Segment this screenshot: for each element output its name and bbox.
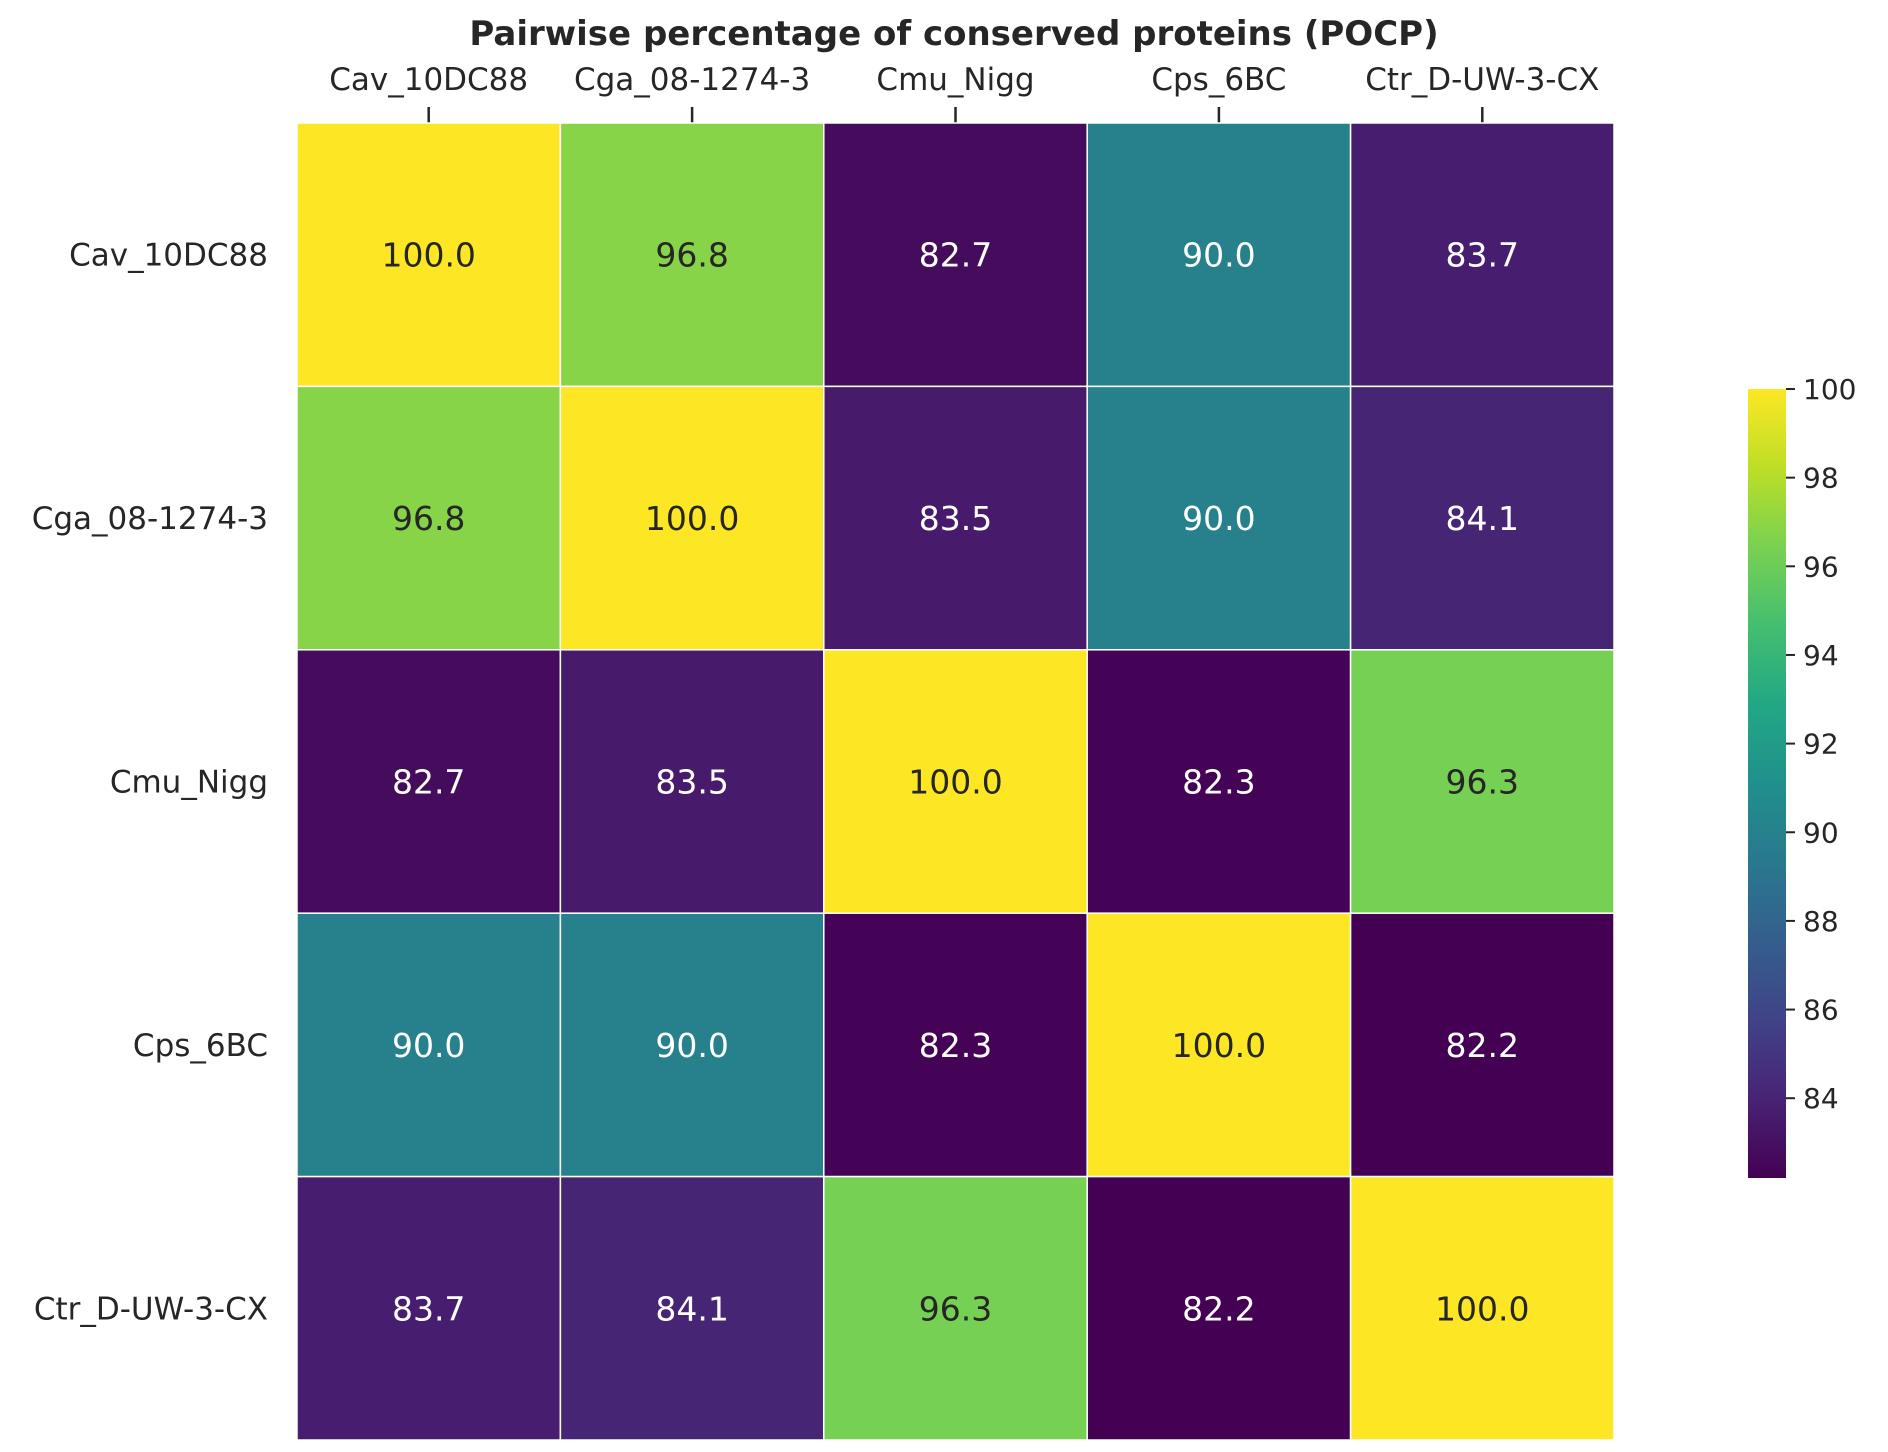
heatmap-cell [1086,649,1352,914]
heatmap-cell [1349,1175,1615,1441]
heatmap-cell [1086,385,1352,651]
x-tick-label-cps-6bc: Cps_6BC [1151,62,1286,98]
x-tick-label-cav-10dc88: Cav_10DC88 [329,62,528,98]
colorbar-tick-label: 92 [1803,728,1839,761]
cell-value-label: 96.3 [919,1289,992,1328]
heatmap-cell [1349,122,1615,388]
colorbar-tick-label: 94 [1803,639,1839,672]
cell-value-label: 96.3 [1446,763,1519,802]
cell-value-label: 100.0 [381,236,475,275]
y-axis-ticks: Cav_10DC88 Cga_08-1274-3 Cmu_Nigg Cps_6BC Ct… [32,238,268,1328]
cell-value-label: 100.0 [645,499,739,538]
heatmap-cell [559,649,825,914]
cell-value-label: 90.0 [392,1026,465,1065]
cell-value-label: 83.5 [919,499,992,538]
x-tick-label-cga-08-1274-3: Cga_08-1274-3 [574,62,810,98]
colorbar-tick-label: 96 [1803,550,1839,583]
x-axis-ticks: Cav_10DC88 Cga_08-1274-3 Cmu_Nigg Cps_6BC Ct… [329,62,1599,123]
heatmap-cells: 100.0 96.8 82.7 90.0 83.7 96.8 100.0 83.5 90.0 84… [296,122,1615,1441]
cell-value-label: 84.1 [1446,499,1519,538]
heatmap-cell [296,912,562,1178]
heatmap-cell [823,122,1088,388]
colorbar-tick-label: 86 [1803,994,1839,1027]
colorbar-tick-label: 100 [1803,373,1856,406]
heatmap-cell [823,1175,1088,1441]
cell-value-label: 100.0 [1172,1026,1266,1065]
cell-value-label: 82.7 [919,236,992,275]
cell-value-label: 82.3 [1182,763,1255,802]
cell-value-label: 100.0 [908,763,1002,802]
cell-value-label: 82.2 [1182,1289,1255,1328]
cell-value-label: 84.1 [655,1289,728,1328]
colorbar-tick-label: 84 [1803,1082,1839,1115]
heatmap-cell [1349,385,1615,651]
y-tick-label-cav-10dc88: Cav_10DC88 [69,238,268,274]
heatmap-cell [296,649,562,914]
heatmap-cell [1086,122,1352,388]
cell-value-label: 96.8 [655,236,728,275]
cell-value-label: 83.5 [655,763,728,802]
y-tick-label-cps-6bc: Cps_6BC [133,1028,268,1064]
colorbar-tick-label: 90 [1803,816,1839,849]
cell-value-label: 83.7 [392,1289,465,1328]
heatmap-cell [1349,912,1615,1178]
heatmap-cell [823,649,1088,914]
heatmap-cell [296,385,562,651]
heatmap-cell [1086,912,1352,1178]
cell-value-label: 82.3 [919,1026,992,1065]
cell-value-label: 90.0 [655,1026,728,1065]
y-tick-label-cmu-nigg: Cmu_Nigg [110,765,268,801]
colorbar: 84 86 88 90 92 94 96 98 100 [1748,373,1856,1178]
heatmap-cell [559,385,825,651]
cell-value-label: 90.0 [1182,499,1255,538]
heatmap-cell [1086,1175,1352,1441]
cell-value-label: 100.0 [1435,1289,1529,1328]
heatmap-cell [1349,649,1615,914]
cell-value-label: 82.7 [392,763,465,802]
heatmap-cell [823,912,1088,1178]
heatmap-cell [296,122,562,388]
colorbar-tick-label: 98 [1803,462,1839,495]
colorbar-tick-label: 88 [1803,905,1839,938]
heatmap-cell [559,122,825,388]
heatmap-cell [559,1175,825,1441]
heatmap-cell [559,912,825,1178]
y-tick-label-ctr-d-uw-3-cx: Ctr_D-UW-3-CX [34,1291,268,1327]
heatmap-cell [296,1175,562,1441]
cell-value-label: 90.0 [1182,236,1255,275]
cell-value-label: 83.7 [1446,236,1519,275]
y-tick-label-cga-08-1274-3: Cga_08-1274-3 [32,501,268,537]
cell-value-label: 96.8 [392,499,465,538]
x-tick-label-cmu-nigg: Cmu_Nigg [876,62,1034,98]
chart-title: Pairwise percentage of conserved protein… [469,14,1438,54]
colorbar-gradient-bar [1748,389,1786,1178]
cell-value-label: 82.2 [1446,1026,1519,1065]
x-tick-label-ctr-d-uw-3-cx: Ctr_D-UW-3-CX [1365,62,1599,98]
